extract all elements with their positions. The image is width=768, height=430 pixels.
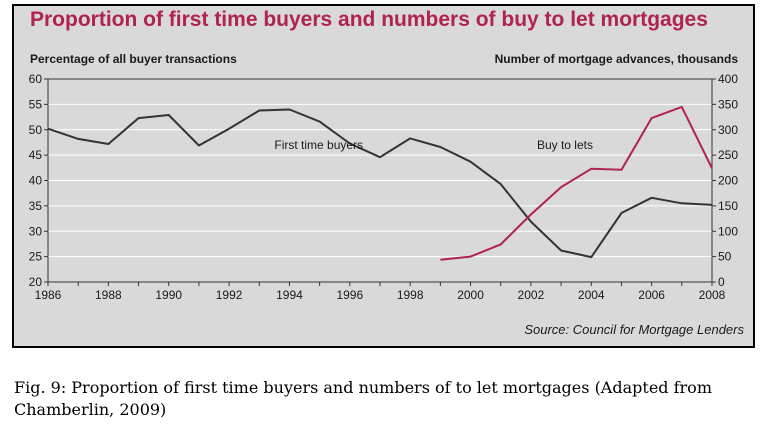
left-tick-label: 40	[29, 174, 43, 188]
right-tick-label: 400	[718, 72, 738, 86]
left-tick-label: 45	[29, 148, 43, 162]
x-tick-label: 1988	[95, 288, 122, 302]
chart-title: Proportion of first time buyers and numb…	[30, 8, 708, 31]
left-tick-label: 25	[29, 250, 43, 264]
right-tick-label: 250	[718, 148, 738, 162]
right-tick-label: 200	[718, 174, 738, 188]
left-tick-label: 20	[29, 275, 43, 289]
right-tick-label: 350	[718, 97, 738, 111]
left-tick-label: 35	[29, 199, 43, 213]
right-tick-label: 0	[718, 275, 725, 289]
series-line-first-time-buyers	[47, 108, 713, 259]
left-tick-label: 55	[29, 97, 43, 111]
x-tick-label: 1992	[216, 288, 243, 302]
x-tick-label: 2000	[457, 288, 484, 302]
left-axis-label: Percentage of all buyer transactions	[30, 52, 237, 66]
x-tick-label: 1996	[336, 288, 363, 302]
x-tick-label: 2002	[518, 288, 545, 302]
x-tick-label: 1986	[35, 288, 62, 302]
annotations: First time buyers Buy to lets	[274, 138, 593, 152]
left-tick-label: 30	[29, 224, 43, 238]
right-tick-label: 150	[718, 199, 738, 213]
series	[47, 105, 713, 261]
x-tick-label: 2008	[699, 288, 726, 302]
figure-caption: Fig. 9: Proportion of first time buyers …	[14, 378, 712, 419]
x-tick-label: 2006	[638, 288, 665, 302]
series-line-buy-to-lets	[440, 105, 713, 261]
x-tick-label: 1990	[155, 288, 182, 302]
right-tick-label: 50	[718, 250, 732, 264]
tick-labels: 20 25 30 35 40 45 50 55 60 0 50 100 150 200 250 300 350 4…	[29, 72, 739, 302]
x-tick-label: 1994	[276, 288, 303, 302]
x-tick-label: 1998	[397, 288, 424, 302]
plot-border	[47, 78, 713, 283]
gridlines	[48, 103, 712, 258]
annotation-first-time-buyers: First time buyers	[274, 138, 363, 152]
right-axis-label: Number of mortgage advances, thousands	[494, 52, 738, 66]
axes	[44, 78, 716, 286]
annotation-buy-to-lets: Buy to lets	[537, 138, 593, 152]
left-tick-label: 50	[29, 123, 43, 137]
x-tick-label: 2004	[578, 288, 605, 302]
right-tick-label: 100	[718, 224, 738, 238]
right-tick-label: 300	[718, 123, 738, 137]
left-tick-label: 60	[29, 72, 43, 86]
source-note: Source: Council for Mortgage Lenders	[524, 322, 744, 337]
